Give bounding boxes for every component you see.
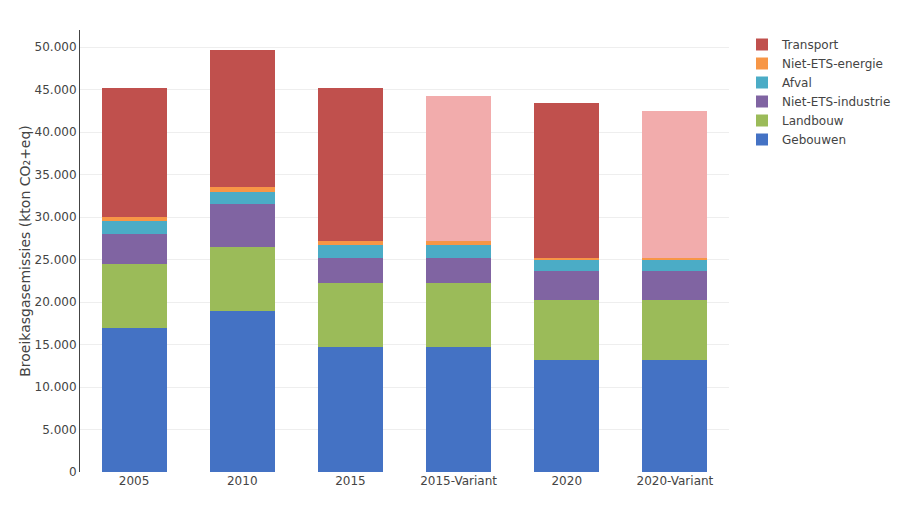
svg-text:Niet-ETS-industrie: Niet-ETS-industrie xyxy=(782,95,890,109)
svg-text:45.000: 45.000 xyxy=(35,83,77,97)
svg-text:2020-Variant: 2020-Variant xyxy=(637,474,714,488)
svg-text:10.000: 10.000 xyxy=(35,380,77,394)
svg-text:Broeikasgasemissies (kton CO₂+: Broeikasgasemissies (kton CO₂+eq) xyxy=(17,125,33,377)
svg-text:2015: 2015 xyxy=(335,474,366,488)
svg-text:5.000: 5.000 xyxy=(42,423,76,437)
svg-text:50.000: 50.000 xyxy=(35,40,77,54)
svg-text:40.000: 40.000 xyxy=(35,125,77,139)
svg-text:20.000: 20.000 xyxy=(35,295,77,309)
svg-text:Gebouwen: Gebouwen xyxy=(782,133,846,147)
svg-text:2015-Variant: 2015-Variant xyxy=(420,474,497,488)
svg-text:0: 0 xyxy=(69,465,77,479)
svg-text:Transport: Transport xyxy=(781,38,839,52)
svg-text:Niet-ETS-energie: Niet-ETS-energie xyxy=(782,57,883,71)
svg-text:2010: 2010 xyxy=(227,474,258,488)
svg-text:30.000: 30.000 xyxy=(35,210,77,224)
svg-text:2020: 2020 xyxy=(551,474,582,488)
svg-text:Landbouw: Landbouw xyxy=(782,114,844,128)
svg-text:2005: 2005 xyxy=(119,474,150,488)
svg-text:Afval: Afval xyxy=(782,76,812,90)
svg-text:35.000: 35.000 xyxy=(35,168,77,182)
svg-text:15.000: 15.000 xyxy=(35,338,77,352)
svg-text:25.000: 25.000 xyxy=(35,253,77,267)
